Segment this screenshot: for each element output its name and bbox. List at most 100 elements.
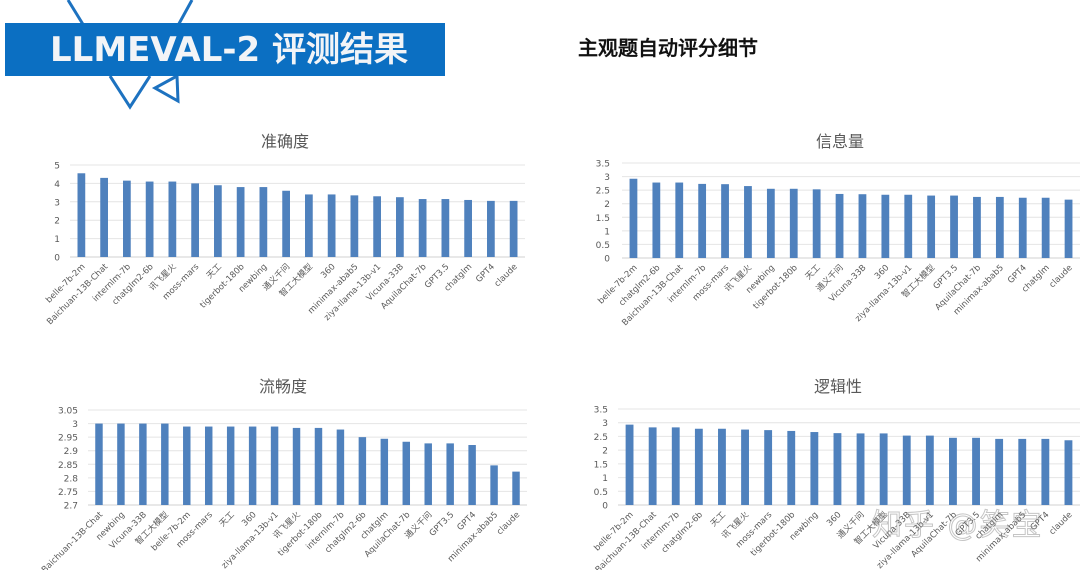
y-tick-label: 1.5 bbox=[594, 460, 608, 470]
y-tick-label: 3.05 bbox=[58, 407, 78, 417]
bar bbox=[139, 423, 147, 505]
bar bbox=[675, 182, 684, 258]
bar bbox=[183, 426, 191, 505]
bar bbox=[787, 430, 796, 505]
bar bbox=[512, 471, 520, 505]
y-tick-label: 2.75 bbox=[58, 488, 78, 498]
bar bbox=[789, 188, 798, 258]
bar bbox=[396, 197, 404, 257]
x-tick-label: 360 bbox=[873, 263, 892, 282]
chart-accuracy: 准确度 0 1 2 3 4 5 belle-7b-2m Baichuan-13B-Chat int… bbox=[30, 120, 540, 345]
x-tick-label: claude bbox=[495, 510, 522, 537]
bar bbox=[305, 194, 313, 257]
bar bbox=[1064, 199, 1073, 258]
y-tick-label: 3.5 bbox=[596, 160, 610, 170]
y-tick-label: 1 bbox=[602, 474, 608, 484]
bar bbox=[904, 194, 913, 258]
bar bbox=[995, 438, 1004, 505]
bar bbox=[77, 173, 86, 257]
bar bbox=[927, 195, 936, 258]
x-tick-label: 天工 bbox=[218, 510, 237, 529]
bar bbox=[1041, 197, 1050, 258]
bar bbox=[123, 180, 131, 257]
chart-informativeness: 信息量 0 0.5 1 1.5 2 2.5 3 3.5 belle-7b-2m chatglm2-6… bbox=[560, 120, 1080, 345]
bar bbox=[950, 195, 958, 258]
bar bbox=[671, 427, 680, 505]
bar bbox=[468, 445, 476, 505]
bar bbox=[698, 183, 707, 258]
x-tick-label: 360 bbox=[319, 262, 338, 281]
title-banner bbox=[5, 23, 445, 76]
bar bbox=[1018, 438, 1027, 505]
bar bbox=[270, 426, 279, 505]
bar bbox=[835, 193, 844, 258]
bar bbox=[204, 426, 213, 505]
y-tick-label: 2 bbox=[604, 200, 610, 210]
y-tick-label: 0.5 bbox=[596, 241, 610, 251]
bar bbox=[327, 194, 336, 257]
bar bbox=[373, 196, 381, 257]
x-tick-label: claude bbox=[493, 262, 520, 289]
y-tick-label: 1.5 bbox=[596, 214, 610, 224]
bar bbox=[858, 194, 867, 258]
bar bbox=[380, 438, 389, 505]
x-tick-label: 360 bbox=[825, 510, 844, 529]
bar bbox=[652, 182, 661, 258]
y-tick-label: 0 bbox=[604, 255, 610, 265]
bar bbox=[248, 426, 257, 505]
banner-title: LLMEVAL-2 评测结果 bbox=[50, 30, 408, 70]
y-tick-label: 3 bbox=[604, 173, 610, 183]
bar bbox=[1018, 197, 1027, 258]
bar bbox=[694, 428, 703, 505]
y-tick-label: 3 bbox=[54, 198, 60, 208]
y-tick-label: 0 bbox=[54, 254, 60, 264]
bar bbox=[925, 435, 934, 505]
bar bbox=[487, 200, 495, 257]
bar bbox=[625, 424, 634, 505]
bar bbox=[292, 427, 301, 505]
bar bbox=[214, 185, 222, 257]
watermark: 知乎 @笑宝 bbox=[872, 508, 1044, 544]
y-tick-label: 5 bbox=[54, 162, 60, 172]
x-tick-label: 360 bbox=[240, 510, 259, 529]
bar bbox=[402, 441, 411, 505]
bar bbox=[995, 196, 1004, 258]
bar bbox=[282, 190, 290, 257]
x-tick-label: 天工 bbox=[205, 262, 224, 281]
y-tick-label: 2.9 bbox=[64, 447, 79, 457]
bar bbox=[856, 433, 865, 505]
chart-title: 逻辑性 bbox=[813, 377, 863, 396]
bar bbox=[972, 437, 980, 505]
x-tick-label: GPT3.5 bbox=[428, 510, 457, 539]
bar bbox=[100, 177, 108, 257]
page-subtitle: 主观题自动评分细节 bbox=[578, 36, 758, 60]
bar bbox=[464, 199, 472, 257]
y-tick-label: 2.85 bbox=[58, 461, 78, 471]
bar bbox=[766, 188, 775, 258]
y-tick-label: 4 bbox=[54, 180, 60, 190]
y-tick-label: 2.8 bbox=[64, 474, 79, 484]
y-tick-label: 1 bbox=[604, 227, 610, 237]
x-tick-label: claude bbox=[1048, 510, 1075, 537]
bar bbox=[1064, 440, 1073, 505]
y-tick-label: 2 bbox=[602, 447, 608, 457]
bar bbox=[721, 184, 729, 258]
y-tick-label: 2.5 bbox=[594, 433, 608, 443]
bar bbox=[161, 423, 169, 505]
x-tick-label: Baichuan-13B-Chat bbox=[40, 510, 106, 570]
bar bbox=[718, 428, 726, 505]
chart-title: 准确度 bbox=[260, 132, 310, 151]
bar bbox=[145, 181, 154, 257]
bar bbox=[336, 429, 345, 505]
x-tick-label: chatglm2-6b bbox=[660, 510, 705, 555]
bar bbox=[881, 194, 890, 258]
y-tick-label: 0 bbox=[602, 502, 608, 512]
chart-title: 流畅度 bbox=[258, 377, 308, 396]
y-tick-label: 1 bbox=[54, 235, 60, 245]
bar bbox=[350, 195, 359, 257]
bar bbox=[833, 433, 842, 505]
bar bbox=[418, 199, 427, 257]
bar bbox=[358, 437, 367, 505]
bar bbox=[949, 437, 957, 505]
bar bbox=[879, 433, 888, 505]
